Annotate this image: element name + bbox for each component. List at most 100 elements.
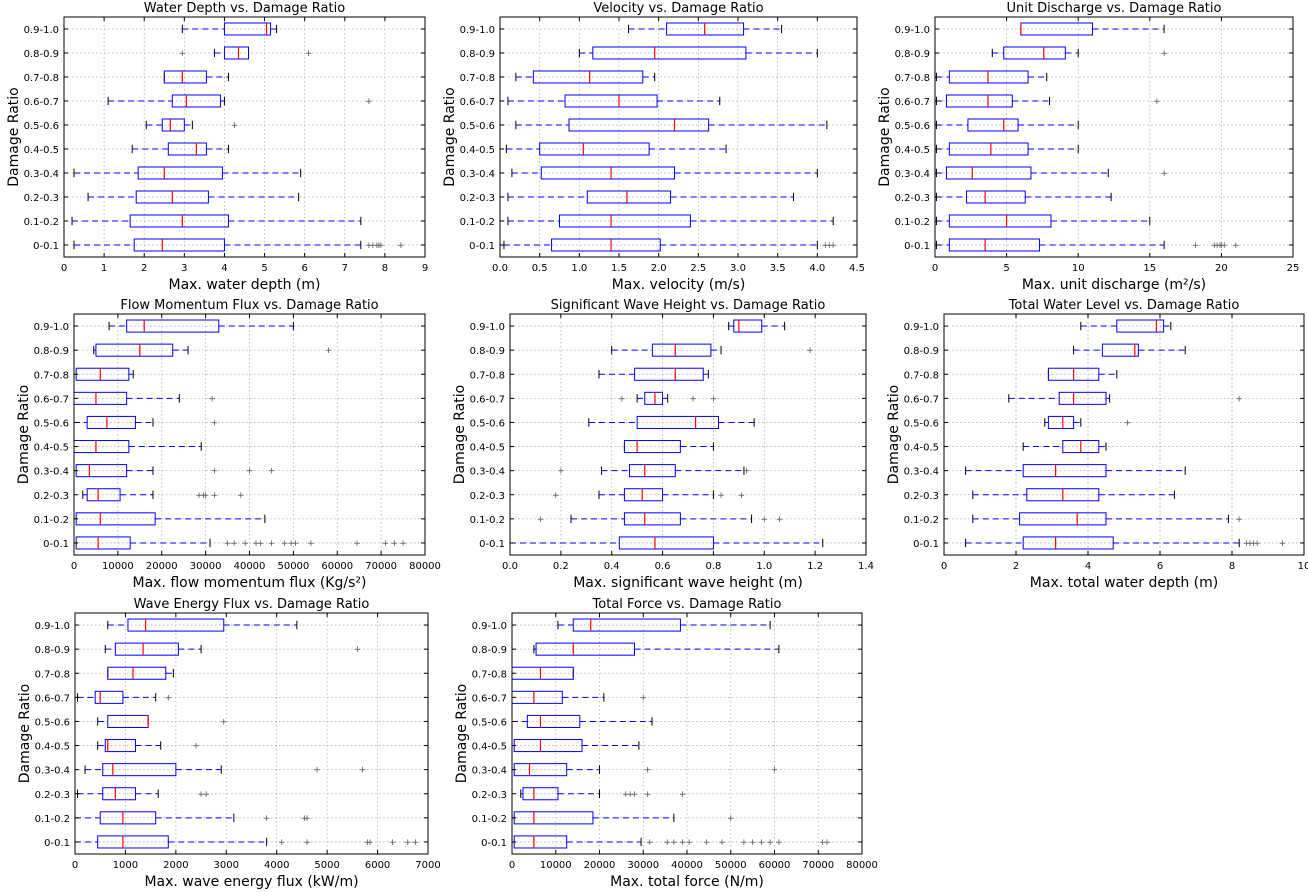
x-tick-label: 1000 [113, 860, 138, 871]
x-tick-label: 6 [1157, 561, 1163, 572]
x-tick-label: 2.5 [690, 263, 706, 274]
chart-panel-7: + + + + + + + + + + + + ++++++ + ++ ++0 10000 20000 30000 4… [454, 597, 878, 890]
y-tick-label: 0.3-0.4 [35, 766, 70, 777]
outlier-point: + [664, 838, 672, 848]
x-axis-label: Max. water depth (m) [169, 277, 321, 293]
x-tick-label: 2.0 [651, 263, 667, 274]
iqr-box [223, 46, 250, 60]
x-tick-label: 10 [1072, 263, 1085, 274]
iqr-box [539, 142, 650, 156]
outlier-point: + [195, 491, 203, 501]
x-tick-label: 60000 [321, 561, 353, 572]
outlier-point: + [1192, 241, 1200, 251]
box-0.5-0.6: + [1044, 415, 1131, 429]
box-0-0.1: +++++++ [74, 835, 419, 849]
outlier-point: + [761, 515, 769, 525]
outlier-point: + [1153, 97, 1161, 107]
outlier-point: + [252, 539, 260, 549]
outlier-point: + [404, 838, 412, 848]
y-tick-label: 0.2-0.3 [472, 790, 507, 801]
chart-panel-1: +++0.0 0.5 1.0 1.5 2.0 2.5 3.0 3.5 4.0 4.50-0.10.… [442, 1, 865, 293]
box-0.9-1.0 [181, 22, 278, 36]
outlier-point: + [353, 539, 361, 549]
x-tick-label: 3 [181, 263, 187, 274]
box-0.8-0.9: + + [179, 46, 312, 60]
outlier-point: + [268, 467, 276, 477]
x-tick-label: 10000 [102, 561, 134, 572]
y-tick-label: 0.9-1.0 [470, 322, 505, 333]
outlier-point: + [1218, 241, 1226, 251]
box-0-0.1 [509, 536, 824, 550]
box-0.7-0.8 [163, 70, 229, 84]
box-0.6-0.7: + + + [618, 391, 718, 405]
box-0-0.1: +++++++ [935, 238, 1239, 252]
y-tick-label: 0-0.1 [904, 241, 930, 252]
outlier-point: + [622, 790, 630, 800]
outlier-point: + [1220, 241, 1228, 251]
outlier-point: + [1243, 539, 1251, 549]
outlier-point: + [268, 539, 276, 549]
box-0.4-0.5 [511, 739, 640, 753]
outlier-point: + [710, 394, 718, 404]
outlier-point: + [230, 539, 238, 549]
x-tick-label: 5 [1003, 263, 1009, 274]
y-tick-label: 0-0.1 [44, 838, 70, 849]
x-tick-label: 10 [1298, 561, 1308, 572]
outlier-point: + [389, 838, 397, 848]
x-tick-label: 0 [509, 860, 515, 871]
outlier-point: + [1250, 539, 1258, 549]
iqr-box [945, 94, 1013, 108]
outlier-point: + [192, 742, 200, 752]
y-tick-label: 0.8-0.9 [895, 49, 930, 60]
outlier-point: + [281, 539, 289, 549]
iqr-box [948, 142, 1029, 156]
box-0.3-0.4 [511, 166, 818, 180]
box-0.5-0.6: + [97, 714, 228, 728]
box-0.8-0.9 [533, 642, 780, 656]
iqr-box [592, 46, 747, 60]
y-axis-label: Damage Ratio [454, 684, 470, 783]
x-axis-label: Max. significant wave height (m) [573, 575, 803, 591]
x-tick-label: 6000 [365, 860, 390, 871]
iqr-box [102, 787, 137, 801]
chart-title: Velocity vs. Damage Ratio [593, 1, 763, 16]
iqr-box [636, 415, 720, 429]
x-tick-label: 60000 [759, 860, 791, 871]
iqr-box [133, 238, 225, 252]
y-tick-label: 0.2-0.3 [470, 491, 505, 502]
y-tick-label: 0.5-0.6 [24, 121, 59, 132]
outlier-point: + [806, 346, 814, 356]
outlier-point: + [354, 645, 362, 655]
x-tick-label: 30000 [190, 561, 222, 572]
iqr-box [733, 319, 763, 333]
outlier-point: + [1160, 169, 1168, 179]
x-tick-label: 10000 [540, 860, 572, 871]
x-tick-label: 8 [382, 263, 388, 274]
box-0.5-0.6: + [73, 415, 218, 429]
y-axis-label: Damage Ratio [16, 385, 32, 484]
chart-title: Total Force vs. Damage Ratio [592, 597, 782, 612]
outlier-point: + [703, 838, 711, 848]
iqr-box [967, 118, 1019, 132]
x-axis-label: Max. unit discharge (m²/s) [1022, 277, 1206, 293]
y-tick-label: 0.1-0.2 [895, 217, 930, 228]
x-tick-label: 70000 [802, 860, 834, 871]
y-tick-label: 0.1-0.2 [460, 217, 495, 228]
x-axis-label: Max. velocity (m/s) [612, 277, 746, 293]
y-tick-label: 0.2-0.3 [895, 193, 930, 204]
chart-panel-6: + + ++ + + ++ +++++ +++++0 1000 2000 3000 4000 5000 6… [17, 597, 441, 890]
x-axis-label: Max. flow momentum flux (Kg/s²) [133, 575, 367, 591]
x-tick-label: 50000 [277, 561, 309, 572]
outlier-point: + [738, 491, 746, 501]
outlier-point: + [399, 539, 407, 549]
box-0.9-1.0 [107, 618, 298, 632]
iqr-box [129, 214, 229, 228]
box-0-0.1: ++++++++++++++ [511, 835, 831, 849]
outlier-point: + [1235, 394, 1243, 404]
iqr-box [948, 214, 1052, 228]
outlier-point: + [313, 766, 321, 776]
x-tick-label: 9 [422, 263, 428, 274]
outlier-point: + [208, 394, 216, 404]
y-tick-label: 0.3-0.4 [24, 169, 59, 180]
chart-title: Water Depth vs. Damage Ratio [144, 1, 345, 16]
